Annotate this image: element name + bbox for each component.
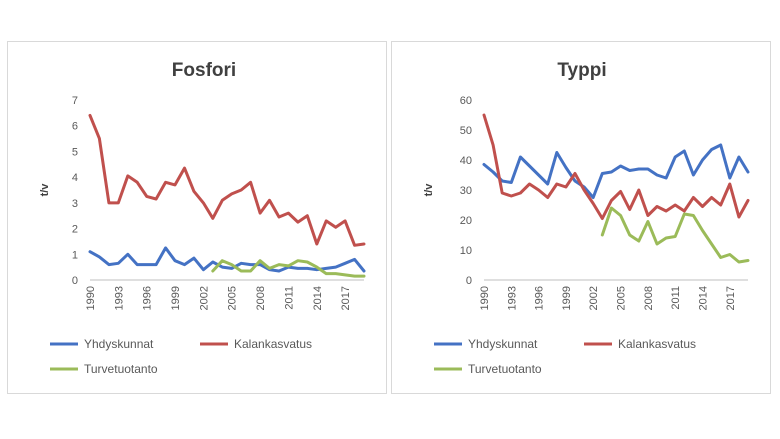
typpi-series-yhdyskunnat: [482, 143, 750, 199]
typpi-xtick-label: 2014: [697, 286, 709, 310]
typpi-ytick-label: 30: [460, 185, 472, 197]
typpi-xtick-label: 1990: [479, 286, 491, 310]
typpi-xtick-label: 2005: [616, 286, 628, 310]
fosfori-ytick-label: 6: [72, 121, 78, 133]
fosfori-ylabel: t/v: [39, 183, 51, 197]
typpi-ytick-label: 60: [460, 95, 472, 107]
typpi-title: Typpi: [557, 60, 606, 81]
fosfori-xtick-label: 2014: [312, 286, 324, 310]
fosfori-ytick-label: 3: [72, 198, 78, 210]
typpi-legend-label-yhdyskunnat: Yhdyskunnat: [468, 337, 538, 351]
typpi-series-turvetuotanto: [600, 206, 750, 264]
typpi-xtick-label: 2008: [643, 286, 655, 310]
typpi-ytick-label: 40: [460, 155, 472, 167]
fosfori-chart: Fosfori t/v 0 1 2 3 4 5 6 7 1990 1993 1996 1999 2002 20…: [39, 60, 366, 376]
typpi-series-kalankasvatus: [482, 113, 750, 220]
typpi-ytick-label: 10: [460, 245, 472, 257]
fosfori-xtick-label: 1990: [85, 286, 97, 310]
typpi-xtick-label: 2011: [670, 286, 682, 310]
fosfori-legend-label-yhdyskunnat: Yhdyskunnat: [84, 337, 154, 351]
typpi-chart-panel: Typpi t/v 0 10 20 30 40 50 60 1990 1993 1996 1999 200…: [391, 41, 771, 394]
typpi-legend-label-turvetuotanto: Turvetuotanto: [468, 362, 542, 376]
fosfori-chart-panel: Fosfori t/v 0 1 2 3 4 5 6 7 1990 1993 1996 1999 2002 20…: [7, 41, 387, 394]
fosfori-ytick-label: 4: [72, 172, 78, 184]
fosfori-xtick-label: 2008: [255, 286, 267, 310]
fosfori-title: Fosfori: [172, 60, 236, 81]
typpi-xtick-label: 2017: [725, 286, 737, 310]
typpi-ytick-label: 0: [466, 275, 472, 287]
typpi-chart: Typpi t/v 0 10 20 30 40 50 60 1990 1993 1996 1999 200…: [423, 60, 750, 376]
fosfori-ytick-label: 7: [72, 95, 78, 107]
fosfori-xtick-label: 1993: [113, 286, 125, 310]
fosfori-series-turvetuotanto: [211, 259, 366, 278]
fosfori-ytick-label: 2: [72, 224, 78, 236]
fosfori-legend-label-kalankasvatus: Kalankasvatus: [234, 337, 312, 351]
typpi-legend-label-kalankasvatus: Kalankasvatus: [618, 337, 696, 351]
fosfori-ytick-label: 0: [72, 275, 78, 287]
fosfori-xtick-label: 2002: [198, 286, 210, 310]
fosfori-xtick-label: 1999: [170, 286, 182, 310]
fosfori-xtick-label: 1996: [142, 286, 154, 310]
fosfori-xtick-label: 2011: [283, 286, 295, 310]
fosfori-ytick-label: 1: [72, 249, 78, 261]
fosfori-ytick-label: 5: [72, 146, 78, 158]
typpi-xtick-label: 2002: [588, 286, 600, 310]
typpi-ytick-label: 20: [460, 215, 472, 227]
typpi-xtick-label: 1999: [561, 286, 573, 310]
typpi-xtick-label: 1996: [534, 286, 546, 310]
typpi-ylabel: t/v: [423, 183, 435, 197]
fosfori-xtick-label: 2005: [227, 286, 239, 310]
fosfori-series-kalankasvatus: [88, 113, 366, 247]
fosfori-series-yhdyskunnat: [88, 246, 366, 273]
fosfori-xtick-label: 2017: [340, 286, 352, 310]
typpi-ytick-label: 50: [460, 125, 472, 137]
typpi-xtick-label: 1993: [506, 286, 518, 310]
fosfori-legend-label-turvetuotanto: Turvetuotanto: [84, 362, 158, 376]
